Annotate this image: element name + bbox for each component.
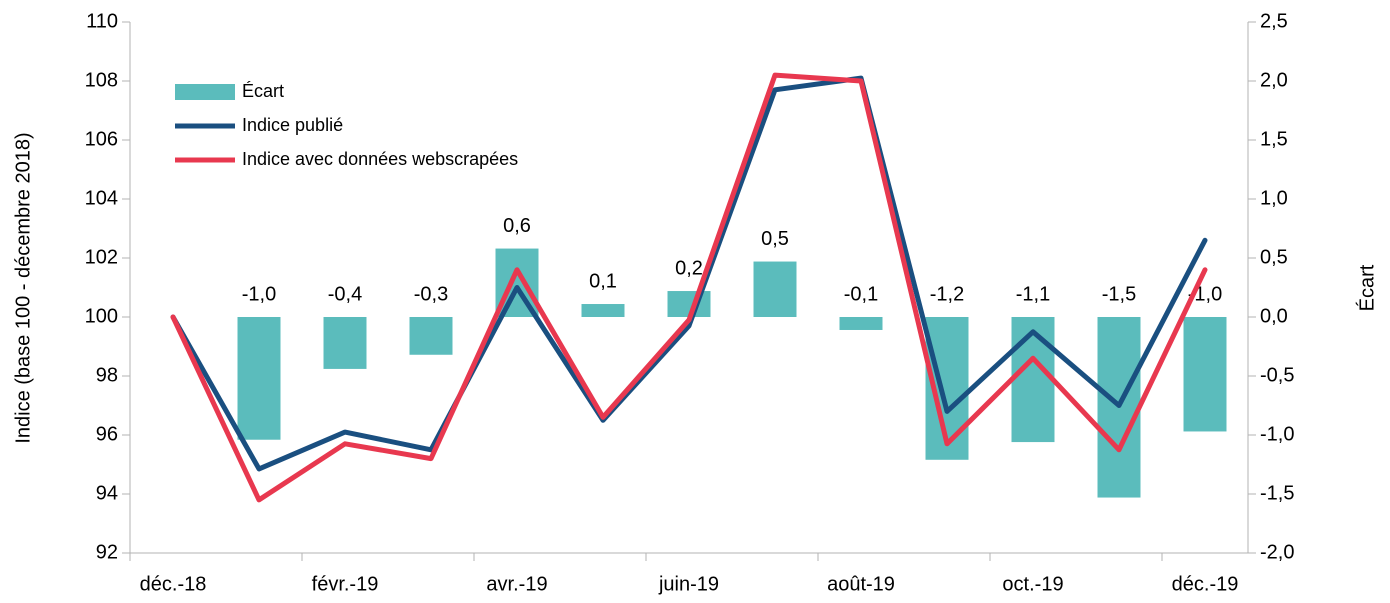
legend-label: Indice avec données webscrapées <box>242 149 518 169</box>
y-tick-label: 100 <box>85 305 118 327</box>
bar <box>1011 317 1055 443</box>
data-label: -1,0 <box>242 283 276 305</box>
data-label: 0,6 <box>503 215 531 237</box>
bar <box>323 317 367 369</box>
x-tick-label: févr.-19 <box>312 573 379 595</box>
y-axis-title: Indice (base 100 - décembre 2018) <box>12 132 34 443</box>
y-tick-label: 94 <box>96 482 118 504</box>
bar <box>581 304 625 317</box>
line <box>170 75 1208 472</box>
y-tick-label: 104 <box>85 187 118 209</box>
bar <box>839 317 883 330</box>
y2-tick-label: -2,0 <box>1260 541 1294 563</box>
y2-tick-label: 2,0 <box>1260 69 1288 91</box>
legend-label: Indice publié <box>242 115 343 135</box>
legend-swatch <box>175 84 235 100</box>
bar <box>409 317 453 355</box>
data-label: 0,2 <box>675 257 703 279</box>
bar <box>237 317 281 440</box>
y2-tick-label: 1,5 <box>1260 128 1288 150</box>
data-label: -1,5 <box>1102 283 1136 305</box>
x-tick-label: avr.-19 <box>486 573 547 595</box>
data-label: -1,2 <box>930 283 964 305</box>
y-tick-label: 106 <box>85 128 118 150</box>
y-tick-label: 102 <box>85 246 118 268</box>
bar <box>753 261 797 317</box>
y2-tick-label: 2,5 <box>1260 10 1288 32</box>
y2-tick-label: -1,0 <box>1260 423 1294 445</box>
y2-tick-label: 0,0 <box>1260 305 1288 327</box>
data-label: -0,4 <box>328 283 362 305</box>
data-label: -0,3 <box>414 283 448 305</box>
x-tick-label: déc.-19 <box>1172 573 1239 595</box>
y-tick-label: 96 <box>96 423 118 445</box>
y-tick-label: 110 <box>86 10 118 32</box>
data-label: 0,5 <box>761 228 789 250</box>
x-tick-label: oct.-19 <box>1002 573 1063 595</box>
y-tick-label: 108 <box>85 69 118 91</box>
x-tick-label: juin-19 <box>658 573 719 595</box>
y2-tick-label: -0,5 <box>1260 364 1294 386</box>
y-tick-label: 98 <box>96 364 118 386</box>
x-tick-label: déc.-18 <box>140 573 207 595</box>
y-tick-label: 92 <box>96 541 118 563</box>
y2-tick-label: -1,5 <box>1260 482 1294 504</box>
data-label: -1,1 <box>1016 283 1050 305</box>
legend-label: Écart <box>242 81 284 101</box>
x-tick-label: août-19 <box>827 573 895 595</box>
y2-tick-label: 1,0 <box>1260 187 1288 209</box>
data-label: 0,1 <box>589 270 617 292</box>
data-label: -0,1 <box>844 283 878 305</box>
y2-axis-title: Écart <box>1355 264 1378 311</box>
line <box>170 72 1208 503</box>
bar <box>1183 317 1227 432</box>
y2-tick-label: 0,5 <box>1260 246 1288 268</box>
